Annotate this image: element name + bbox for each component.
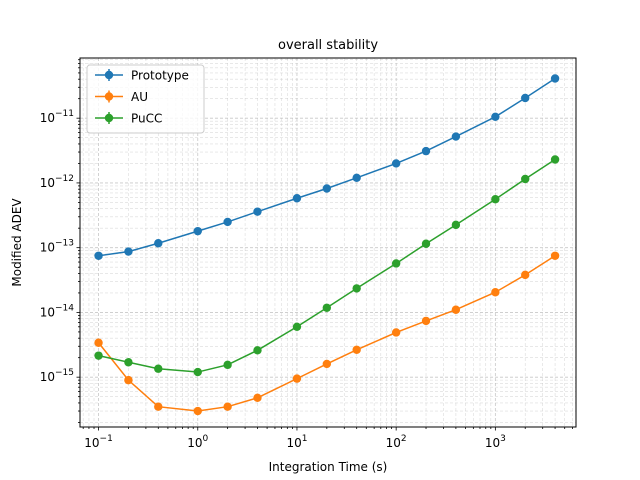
data-point	[391, 328, 401, 337]
data-point	[491, 288, 500, 297]
data-point	[352, 345, 361, 354]
x-tick-label: 102	[386, 434, 407, 450]
data-point	[292, 194, 302, 203]
data-point	[154, 239, 163, 248]
data-point	[193, 406, 202, 416]
data-point	[94, 338, 103, 347]
ticks: 10−1 100 101 102 103 10−15 10−14 10−13 10−12 10−1…	[40, 59, 573, 450]
data-point	[292, 374, 302, 383]
data-point	[421, 239, 431, 248]
data-point	[451, 132, 461, 141]
legend-item-au: AU	[95, 90, 148, 104]
series-layer	[94, 74, 560, 416]
legend-box	[86, 64, 205, 134]
data-point	[193, 226, 202, 236]
data-point	[421, 146, 431, 156]
data-point	[391, 259, 401, 268]
data-point	[154, 402, 163, 411]
y-axis-label: Modified ADEV	[10, 198, 24, 287]
x-tick-label: 100	[187, 434, 208, 450]
x-tick-label: 101	[286, 434, 307, 450]
legend-item-pucc: PuCC	[95, 112, 162, 126]
data-point	[451, 220, 461, 230]
series-au	[94, 251, 560, 416]
data-point	[491, 195, 500, 204]
series-pucc	[94, 155, 560, 377]
data-point	[521, 174, 530, 184]
y-tick-label: 10−15	[40, 368, 74, 384]
x-axis-label: Integration Time (s)	[269, 460, 388, 474]
y-tick-label: 10−13	[40, 239, 74, 255]
legend-item-prototype: Prototype	[95, 69, 189, 83]
data-point	[352, 284, 361, 293]
legend-label: Prototype	[131, 69, 189, 83]
data-point	[253, 393, 262, 403]
legend-marker	[104, 113, 114, 123]
data-point	[94, 351, 103, 360]
legend-label: PuCC	[131, 112, 162, 126]
data-point	[124, 358, 133, 367]
data-point	[193, 367, 202, 377]
data-point	[322, 303, 332, 312]
legend-marker	[104, 70, 114, 80]
data-point	[391, 159, 401, 168]
data-point	[521, 270, 530, 280]
legend-marker	[104, 92, 114, 101]
data-point	[292, 322, 302, 331]
data-point	[550, 155, 560, 164]
data-point	[124, 247, 133, 256]
data-point	[223, 360, 232, 370]
data-point	[322, 359, 332, 369]
data-point	[223, 217, 232, 227]
data-point	[253, 346, 262, 355]
data-point	[421, 316, 431, 326]
x-tick-label: 10−1	[84, 434, 113, 450]
data-point	[322, 184, 332, 193]
plot-frame	[79, 57, 577, 428]
data-point	[521, 93, 530, 103]
data-point	[223, 402, 232, 411]
legend: Prototype AU PuCC	[86, 64, 205, 134]
data-point	[124, 375, 133, 385]
data-point	[550, 74, 560, 83]
series-prototype	[94, 74, 560, 260]
y-tick-label: 10−11	[40, 109, 74, 125]
legend-label: AU	[131, 90, 148, 104]
chart-title: overall stability	[278, 38, 378, 53]
data-point	[491, 112, 500, 122]
data-point	[550, 251, 560, 260]
data-point	[154, 364, 163, 373]
data-point	[94, 251, 103, 260]
data-point	[451, 305, 461, 314]
data-point	[352, 173, 361, 183]
x-tick-label: 103	[485, 434, 506, 450]
data-point	[253, 207, 262, 216]
y-tick-label: 10−12	[40, 174, 74, 190]
y-tick-label: 10−14	[40, 303, 75, 319]
